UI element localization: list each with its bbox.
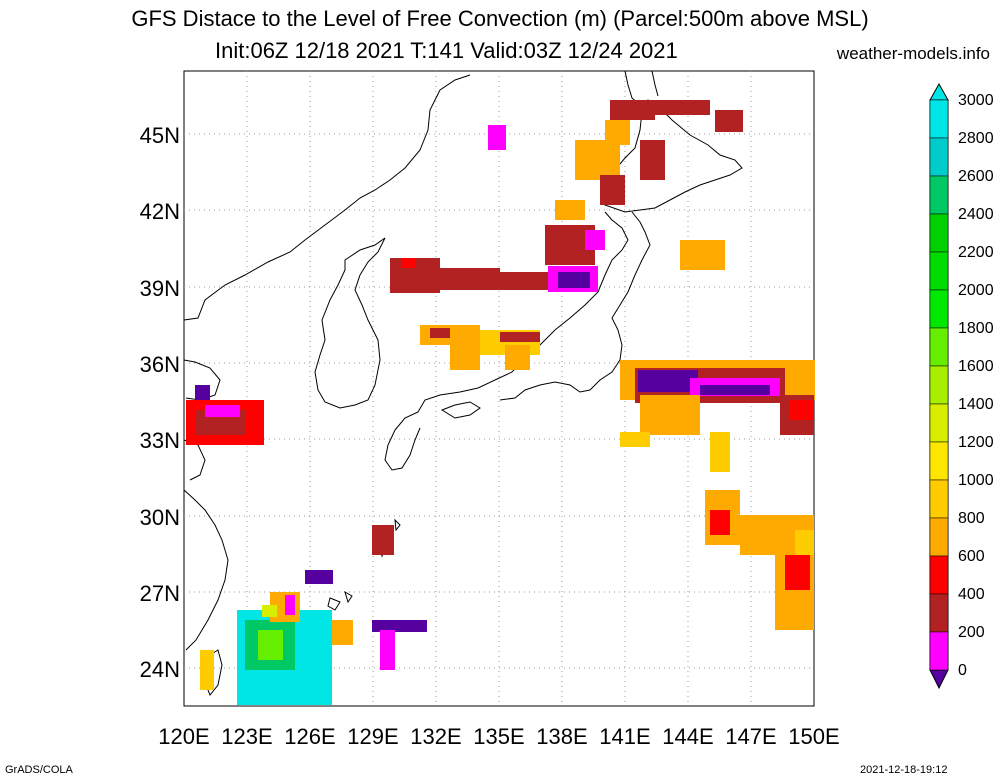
lat-label-36n: 36N bbox=[139, 352, 180, 377]
lat-label-24n: 24N bbox=[139, 657, 180, 682]
cb-label-1400: 1400 bbox=[958, 396, 994, 413]
colorbar-swatch bbox=[929, 251, 949, 291]
cb-label-2000: 2000 bbox=[958, 282, 994, 299]
colorbar-swatches bbox=[929, 99, 949, 671]
colorbar-swatch bbox=[929, 403, 949, 443]
lat-label-39n: 39N bbox=[139, 276, 180, 301]
colorbar-swatch bbox=[929, 365, 949, 405]
cb-label-2400: 2400 bbox=[958, 206, 994, 223]
colorbar-swatch bbox=[929, 327, 949, 367]
footer-left: GrADS/COLA bbox=[5, 764, 73, 776]
lon-label-144e: 144E bbox=[662, 724, 714, 749]
cb-label-200: 200 bbox=[958, 624, 985, 641]
lat-label-42n: 42N bbox=[139, 199, 180, 224]
lon-label-141e: 141E bbox=[599, 724, 651, 749]
colorbar-swatch bbox=[929, 631, 949, 671]
cb-label-1200: 1200 bbox=[958, 434, 994, 451]
lon-label-123e: 123E bbox=[221, 724, 273, 749]
colorbar-swatch bbox=[929, 137, 949, 177]
lat-label-27n: 27N bbox=[139, 581, 180, 606]
cb-label-1000: 1000 bbox=[958, 472, 994, 489]
colorbar-swatch bbox=[929, 289, 949, 329]
colorbar-swatch bbox=[929, 555, 949, 595]
cb-label-3000: 3000 bbox=[958, 92, 994, 109]
lon-label-120e: 120E bbox=[158, 724, 210, 749]
cb-label-2800: 2800 bbox=[958, 130, 994, 147]
cb-label-1600: 1600 bbox=[958, 358, 994, 375]
colorbar-swatch bbox=[929, 99, 949, 139]
lon-label-138e: 138E bbox=[536, 724, 588, 749]
cb-label-2600: 2600 bbox=[958, 168, 994, 185]
cb-label-800: 800 bbox=[958, 510, 985, 527]
lon-label-129e: 129E bbox=[347, 724, 399, 749]
lon-label-126e: 126E bbox=[284, 724, 336, 749]
map-subtitle: Init:06Z 12/18 2021 T:141 Valid:03Z 12/2… bbox=[215, 38, 678, 63]
footer-right: 2021-12-18-19:12 bbox=[860, 764, 948, 776]
lfc-field bbox=[186, 100, 815, 705]
lat-label-33n: 33N bbox=[139, 428, 180, 453]
lon-label-147e: 147E bbox=[725, 724, 777, 749]
colorbar-swatch bbox=[929, 213, 949, 253]
site-label: weather-models.info bbox=[836, 44, 990, 63]
cb-label-400: 400 bbox=[958, 586, 985, 603]
cb-label-2200: 2200 bbox=[958, 244, 994, 261]
colorbar-swatch bbox=[929, 175, 949, 215]
lon-label-135e: 135E bbox=[473, 724, 525, 749]
map-title: GFS Distace to the Level of Free Convect… bbox=[131, 6, 869, 31]
colorbar-swatch bbox=[929, 517, 949, 557]
colorbar-swatch bbox=[929, 479, 949, 519]
colorbar-swatch bbox=[929, 441, 949, 481]
lon-label-150e: 150E bbox=[788, 724, 840, 749]
lat-label-30n: 30N bbox=[139, 505, 180, 530]
colorbar-swatch bbox=[929, 593, 949, 633]
lat-label-45n: 45N bbox=[139, 123, 180, 148]
cb-label-0: 0 bbox=[958, 662, 967, 679]
cb-label-1800: 1800 bbox=[958, 320, 994, 337]
lon-label-132e: 132E bbox=[410, 724, 462, 749]
cb-label-600: 600 bbox=[958, 548, 985, 565]
